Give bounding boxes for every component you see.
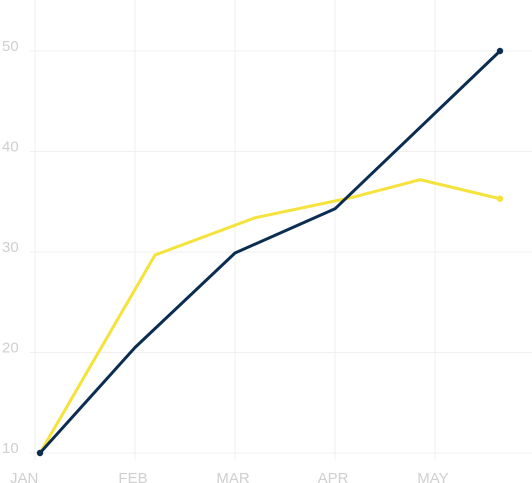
x-tick-label: MAY <box>417 470 448 483</box>
x-tick-label: APR <box>318 470 349 483</box>
series-line-0 <box>38 49 502 455</box>
y-tick-label: 30 <box>2 239 19 256</box>
y-tick-label: 50 <box>2 38 19 55</box>
data-point <box>36 449 44 457</box>
y-axis: 10 20 30 40 50 <box>2 38 19 457</box>
y-tick-label: 20 <box>2 340 19 357</box>
x-axis: JAN FEB MAR APR MAY <box>10 470 449 483</box>
x-tick-label: JAN <box>10 470 38 483</box>
x-tick-label: FEB <box>118 470 147 483</box>
grid <box>30 0 532 460</box>
y-tick-label: 40 <box>2 139 19 156</box>
series <box>36 47 504 457</box>
series-line-1 <box>38 178 502 455</box>
data-point <box>496 47 504 55</box>
data-point <box>496 195 504 202</box>
y-tick-label: 10 <box>2 440 19 457</box>
x-tick-label: MAR <box>216 470 250 483</box>
